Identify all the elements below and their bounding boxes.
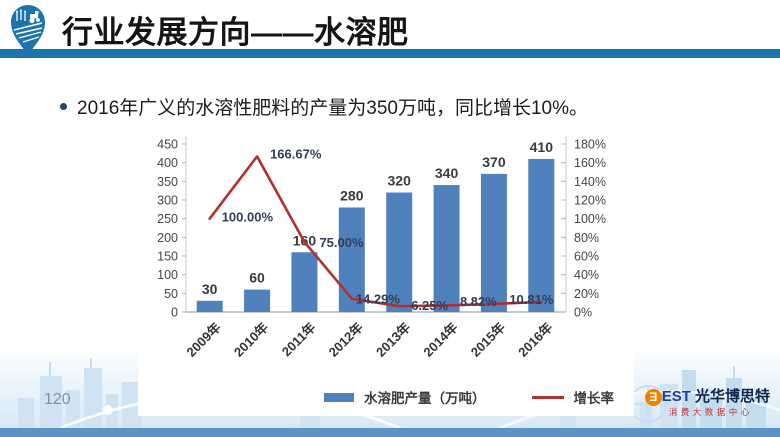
growth-value-label: 75.00% [319, 235, 364, 250]
right-axis-tick-label: 120% [574, 194, 606, 208]
slide-header: 行业发展方向——水溶肥 [0, 0, 780, 60]
growth-line [208, 155, 543, 308]
bottom-edge-strip [0, 428, 780, 437]
left-axis-tick-label: 250 [157, 212, 178, 226]
growth-value-label: 10.81% [509, 292, 554, 307]
left-axis-tick-label: 450 [157, 138, 178, 152]
brand-logo: Ǝ EST 光华博思特 消费大数据中心 [644, 388, 770, 417]
production-bar [386, 192, 413, 312]
right-axis-tick-label: 160% [574, 156, 606, 170]
bar-value-label: 60 [249, 270, 265, 286]
bullet-marker [60, 103, 67, 110]
bullet-item: 2016年广义的水溶性肥料的产量为350万吨，同比增长10%。 [60, 93, 588, 120]
growth-value-label: 100.00% [222, 210, 274, 225]
growth-value-label: 6.25% [411, 298, 448, 313]
left-axis-tick-label: 100 [157, 268, 178, 282]
brand-company-name: 光华博思特 [694, 388, 770, 406]
left-axis-tick-label: 50 [164, 287, 178, 301]
bar-value-label: 30 [202, 281, 218, 297]
x-category-label: 2015年 [468, 320, 508, 360]
left-axis-tick-label: 200 [157, 231, 178, 245]
right-axis-tick-label: 60% [574, 250, 599, 264]
bar-value-label: 340 [435, 165, 459, 181]
right-axis-tick-label: 0% [574, 306, 592, 320]
bar-value-label: 320 [388, 173, 412, 189]
left-axis-tick-label: 350 [157, 175, 178, 189]
left-axis-tick-label: 150 [157, 250, 178, 264]
x-category-label: 2010年 [231, 320, 271, 360]
right-axis-tick-label: 100% [574, 212, 606, 226]
skyline-svg [18, 358, 780, 430]
page-title: 行业发展方向——水溶肥 [62, 15, 409, 50]
right-axis-tick-label: 80% [574, 231, 599, 245]
chart-panel: 0 50 100 150 200 250 300 350 400 450 0% 20% 40% 60% 80… [138, 126, 634, 416]
production-bar [244, 289, 271, 312]
brand-subtitle: 消费大数据中心 [668, 407, 753, 417]
legend-bar-label: 水溶肥产量（万吨） [364, 391, 486, 406]
bar-value-label: 410 [530, 139, 554, 155]
x-category-label: 2009年 [184, 320, 224, 360]
left-axis-tick-label: 300 [157, 194, 178, 208]
growth-value-label: 166.67% [270, 146, 322, 161]
x-category-label: 2016年 [515, 320, 555, 360]
production-bar [196, 300, 223, 312]
production-bar [338, 207, 365, 312]
growth-value-label: 8.82% [460, 294, 497, 309]
right-axis-tick-label: 140% [574, 175, 606, 189]
chart-legend: 水溶肥产量（万吨） 增长率 [138, 387, 634, 407]
bullet-text: 2016年广义的水溶性肥料的产量为350万吨，同比增长10%。 [77, 98, 588, 119]
brand-wordmark: EST [661, 388, 691, 406]
legend-line-label: 增长率 [573, 391, 615, 406]
page-number: 120 [44, 391, 71, 408]
header-underline-bar [0, 49, 780, 58]
right-axis-tick-label: 20% [574, 287, 599, 301]
bar-value-label: 280 [340, 187, 364, 203]
production-bar [433, 185, 460, 312]
production-bar [480, 173, 507, 312]
production-bar [528, 158, 555, 312]
growth-value-label: 14.29% [356, 292, 401, 307]
left-axis-tick-label: 400 [157, 156, 178, 170]
right-axis-tick-label: 40% [574, 268, 599, 282]
x-category-label: 2014年 [420, 320, 460, 360]
legend-line-swatch [531, 395, 564, 399]
brand-circle-icon: Ǝ [644, 389, 662, 406]
x-category-label: 2012年 [326, 320, 366, 360]
x-category-label: 2013年 [373, 320, 413, 360]
production-growth-combo-chart: 0 50 100 150 200 250 300 350 400 450 0% 20% 40% 60% 80… [157, 136, 606, 360]
right-axis-tick-label: 180% [574, 138, 606, 152]
x-category-label: 2011年 [279, 320, 319, 360]
legend-bar-swatch [324, 392, 354, 402]
agriculture-pin-icon [11, 5, 45, 56]
bar-value-label: 370 [482, 154, 506, 170]
left-axis-tick-label: 0 [171, 306, 178, 320]
brand-wordmark-row: Ǝ EST 光华博思特 [644, 388, 770, 406]
production-bar [291, 252, 318, 312]
